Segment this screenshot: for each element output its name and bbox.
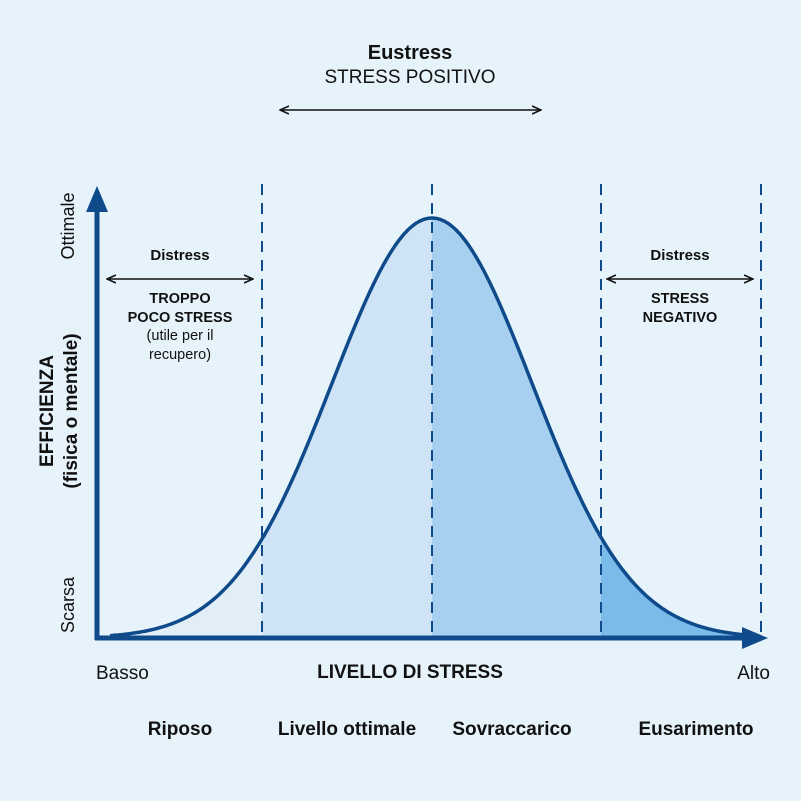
distress-left-line1: TROPPO bbox=[149, 291, 211, 307]
x-axis-arrowhead bbox=[742, 627, 768, 649]
y-axis-label-line1: EFFICIENZA bbox=[37, 355, 58, 467]
distress-left-line4: recupero) bbox=[148, 346, 212, 363]
distress-left-description: TROPPO POCO STRESS (utile per il recuper… bbox=[100, 290, 260, 364]
zone-label-sovraccarico: Sovraccarico bbox=[452, 719, 572, 740]
efficiency-curve bbox=[109, 216, 746, 638]
y-axis-top-tick: Ottimale bbox=[58, 192, 78, 260]
zone-label-esaurimento: Eusarimento bbox=[638, 719, 754, 740]
x-axis-low-label: Basso bbox=[96, 663, 149, 684]
x-axis-label: LIVELLO DI STRESS bbox=[317, 662, 503, 683]
y-axis-label-line2: (fisica o mentale) bbox=[61, 333, 82, 489]
y-axis-label: EFFICIENZA (fisica o mentale) bbox=[36, 291, 92, 531]
x-axis-high-label: Alto bbox=[737, 663, 770, 684]
distress-left-line3: (utile per il bbox=[146, 328, 214, 344]
zone-label-riposo: Riposo bbox=[147, 719, 213, 740]
y-axis-arrowhead bbox=[86, 186, 108, 212]
zone-fill-esaurimento bbox=[601, 537, 745, 638]
eustress-title: Eustress bbox=[367, 42, 453, 64]
zone-fill-sovraccarico bbox=[432, 218, 601, 638]
distress-left-title: Distress bbox=[150, 247, 210, 264]
distress-right-title: Distress bbox=[650, 247, 710, 264]
zone-fill-livello-ottimale bbox=[262, 218, 432, 638]
distress-right-description: STRESS NEGATIVO bbox=[600, 290, 760, 327]
distress-right-line2: NEGATIVO bbox=[642, 309, 718, 326]
zone-fill-riposo bbox=[110, 539, 262, 638]
distress-right-line1: STRESS bbox=[650, 291, 709, 307]
distress-left-line2: POCO STRESS bbox=[127, 309, 233, 326]
eustress-subtitle: STRESS POSITIVO bbox=[324, 67, 496, 88]
y-axis-bottom-tick: Scarsa bbox=[58, 576, 78, 634]
zone-label-livello-ottimale: Livello ottimale bbox=[277, 719, 417, 740]
